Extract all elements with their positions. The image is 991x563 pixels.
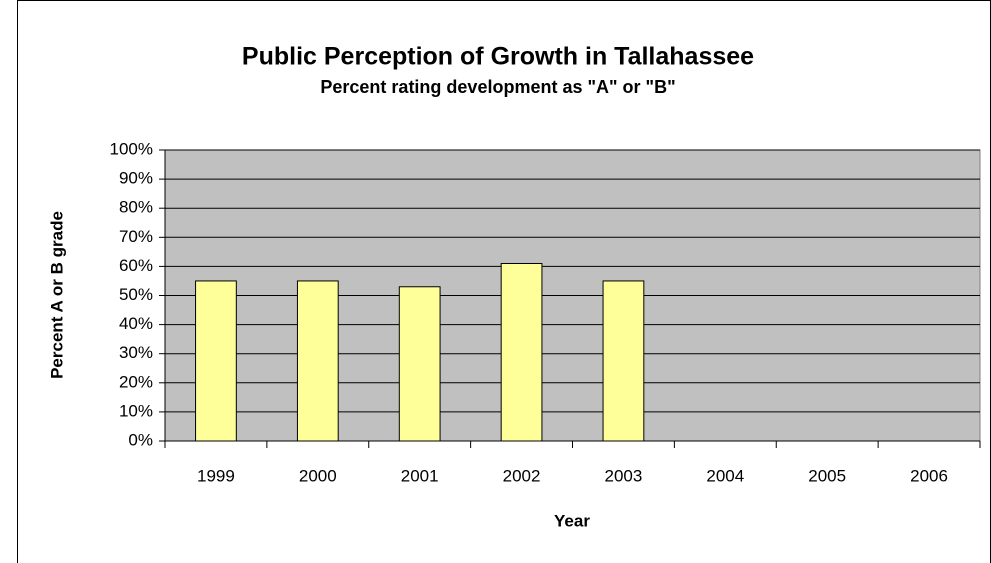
x-tick-label: 2000	[299, 466, 337, 485]
y-tick-label: 50%	[119, 285, 153, 304]
chart-title: Public Perception of Growth in Tallahass…	[242, 43, 754, 71]
x-tick-label: 2004	[706, 466, 744, 485]
y-tick-label: 80%	[119, 198, 153, 217]
x-tick-label: 1999	[197, 466, 235, 485]
x-tick-label: 2001	[401, 466, 439, 485]
y-tick-label: 60%	[119, 256, 153, 275]
x-tick-label: 2002	[503, 466, 541, 485]
x-tick-label: 2005	[808, 466, 846, 485]
y-tick-label: 40%	[119, 314, 153, 333]
x-axis-title: Year	[554, 511, 590, 530]
y-axis-title: Percent A or B grade	[47, 211, 66, 379]
bar	[500, 262, 543, 442]
y-tick-label: 0%	[128, 430, 153, 449]
x-tick-label: 2006	[910, 466, 948, 485]
y-tick-label: 90%	[119, 169, 153, 188]
x-tick-label: 2003	[605, 466, 643, 485]
bar	[296, 280, 339, 442]
y-tick-label: 30%	[119, 343, 153, 362]
bar	[398, 286, 441, 442]
y-tick-label: 20%	[119, 372, 153, 391]
y-tick-label: 100%	[110, 139, 153, 158]
y-tick-label: 70%	[119, 227, 153, 246]
y-tick-label: 10%	[119, 401, 153, 420]
bar	[195, 280, 237, 442]
bar	[602, 280, 645, 442]
chart-subtitle: Percent rating development as "A" or "B"	[320, 77, 675, 97]
